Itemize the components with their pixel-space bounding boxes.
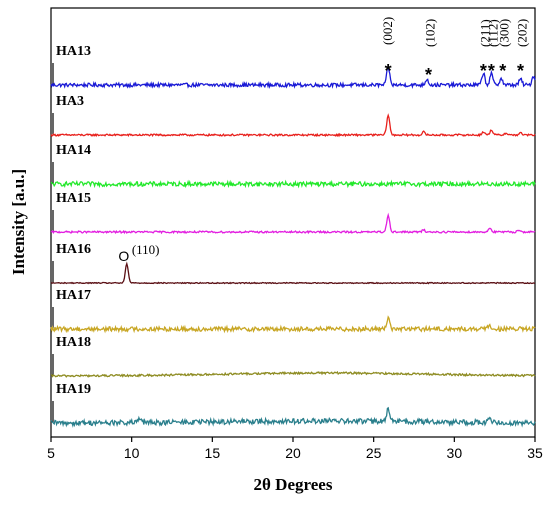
series-ha17: HA17: [50, 288, 536, 334]
x-tick-label: 20: [285, 445, 301, 461]
series-label: HA13: [56, 44, 91, 59]
peak-annotation: * (202): [514, 19, 529, 81]
peak-label: (002): [380, 17, 395, 45]
series-label: HA18: [56, 335, 91, 350]
series-ha16: HA16: [50, 242, 535, 285]
o-label: (110): [132, 242, 160, 257]
series-label: HA19: [56, 382, 91, 397]
series-ha3: HA3: [50, 94, 536, 138]
peak-annotation: * (102): [423, 19, 438, 85]
series-ha14: HA14: [51, 143, 536, 189]
series-label: HA3: [56, 94, 84, 109]
series-layer: HA13 HA3 HA14 HA15 HA16 HA17 HA18 HA19: [50, 44, 536, 428]
series-ha18: HA18: [50, 335, 536, 378]
peak-annotation: * (002): [380, 17, 395, 81]
series-line: [50, 212, 536, 235]
series-label: HA17: [56, 288, 91, 303]
x-axis-label: 2θ Degrees: [254, 475, 333, 494]
o-symbol: O: [118, 248, 129, 264]
series-line: [50, 67, 536, 90]
peak-star: *: [488, 61, 495, 81]
peak-label: (202): [514, 19, 529, 47]
peak-annotation: * (112): [485, 19, 500, 81]
x-tick-label: 30: [447, 445, 463, 461]
series-line: [50, 113, 536, 138]
x-tick-layer: 5 10 15 20 25 30 35: [47, 437, 543, 461]
peak-label: (300): [497, 19, 512, 47]
peak-annotation: * (300): [497, 19, 512, 81]
series-line: [50, 261, 535, 285]
x-tick-label: 10: [124, 445, 140, 461]
series-label: HA14: [56, 143, 91, 158]
x-tick-label: 25: [366, 445, 382, 461]
series-ha13: HA13: [50, 44, 536, 90]
series-line: [50, 315, 536, 334]
x-tick-label: 5: [47, 445, 55, 461]
peak-label: (102): [423, 19, 438, 47]
series-label: HA15: [56, 191, 91, 206]
peak-star: *: [480, 61, 487, 81]
annotation-layer: *(002)*(102)*(211)*(112)*(300)*(202)O (11…: [118, 17, 529, 264]
x-tick-label: 35: [527, 445, 543, 461]
y-axis-label: Intensity [a.u.]: [9, 169, 28, 275]
peak-star: *: [425, 65, 432, 85]
series-ha19: HA19: [50, 382, 536, 428]
peak-star: *: [499, 61, 506, 81]
peak-annotation: * (211): [477, 19, 492, 81]
series-line: [51, 179, 536, 189]
series-line: [50, 406, 536, 428]
o-annotation: O (110): [118, 242, 159, 264]
peak-label: (211): [477, 19, 492, 47]
peak-label: (112): [485, 19, 500, 47]
peak-star: *: [517, 61, 524, 81]
series-line: [50, 370, 536, 378]
series-ha15: HA15: [50, 191, 536, 235]
peak-star: *: [385, 61, 392, 81]
series-label: HA16: [56, 242, 91, 257]
x-tick-label: 15: [205, 445, 221, 461]
